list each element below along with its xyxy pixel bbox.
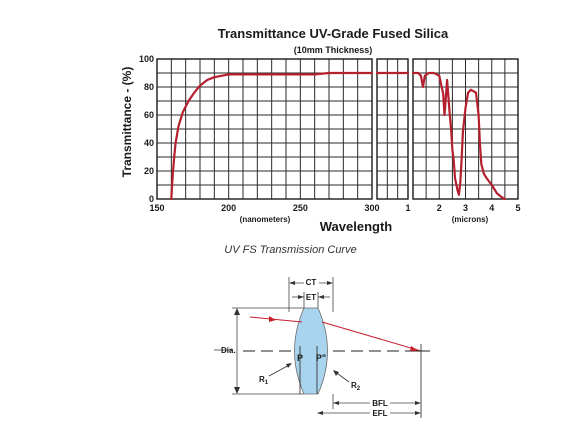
r1-leader-arrow (286, 363, 292, 368)
x-tick-label: 5 (515, 203, 520, 213)
series-line (411, 71, 506, 201)
plot-panel-frame (376, 58, 409, 200)
chart-title: Transmittance UV-Grade Fused Silica (218, 26, 449, 41)
ct-label: CT (306, 278, 317, 287)
incident-ray (249, 316, 303, 323)
y-tick-label: 100 (139, 54, 154, 64)
efl-arrow-left (317, 411, 323, 415)
r1-label: R1 (259, 375, 269, 386)
y-tick-label: 0 (149, 194, 154, 204)
y-axis-label: Transmittance - (%) (120, 67, 134, 178)
bfl-arrow-left (333, 401, 339, 405)
chart-caption: UV FS Transmission Curve (224, 244, 357, 256)
plot-panel-frame (412, 58, 519, 200)
x-tick-label: 1 (405, 203, 410, 213)
lens-element (294, 307, 328, 395)
refracted-ray-arrow (410, 346, 419, 351)
principal-point-p: P (297, 353, 303, 363)
et-arrow-right (318, 295, 324, 299)
incident-ray-arrow (269, 316, 276, 322)
x-tick-label: 250 (293, 203, 308, 213)
principal-point-p2: P" (316, 353, 326, 363)
series-layer (170, 71, 506, 201)
dia-arrow-bottom (234, 387, 240, 394)
r2-leader-arrow (333, 370, 339, 376)
ct-label-bg (304, 277, 319, 287)
ct-arrow-right (327, 281, 333, 285)
y-ticks: 0 20 40 60 80 100 (139, 54, 154, 204)
y-tick-label: 40 (144, 138, 154, 148)
series-line (170, 71, 374, 201)
bfl-label: BFL (372, 399, 388, 408)
dia-label: Dia. (221, 346, 236, 355)
x-unit-nm-label: (nanometers) (240, 215, 291, 224)
x-tick-label: 300 (364, 203, 379, 213)
plot-grid (156, 58, 519, 200)
ct-arrow-left (289, 281, 295, 285)
x-tick-label: 4 (489, 203, 494, 213)
x-tick-label: 3 (463, 203, 468, 213)
dia-arrow-top (234, 308, 240, 315)
y-tick-label: 80 (144, 82, 154, 92)
efl-label: EFL (372, 409, 387, 418)
et-arrow-left (298, 295, 304, 299)
y-tick-label: 20 (144, 166, 154, 176)
refracted-ray (321, 321, 422, 352)
r2-label: R2 (351, 381, 361, 392)
plot-panel-frame (156, 58, 373, 200)
x-axis-label: Wavelength (320, 219, 393, 234)
y-tick-label: 60 (144, 110, 154, 120)
transmittance-chart: Transmittance UV-Grade Fused Silica (10m… (120, 26, 521, 234)
x-tick-label: 2 (437, 203, 442, 213)
x-ticks: 150 200 250 300 1 2 3 4 5 (149, 203, 520, 213)
et-label: ET (306, 293, 316, 302)
bfl-arrow-right (415, 401, 421, 405)
x-tick-label: 150 (149, 203, 164, 213)
x-unit-um-label: (microns) (452, 215, 489, 224)
x-tick-label: 200 (221, 203, 236, 213)
chart-subtitle: (10mm Thickness) (294, 45, 373, 55)
efl-arrow-right (415, 411, 421, 415)
